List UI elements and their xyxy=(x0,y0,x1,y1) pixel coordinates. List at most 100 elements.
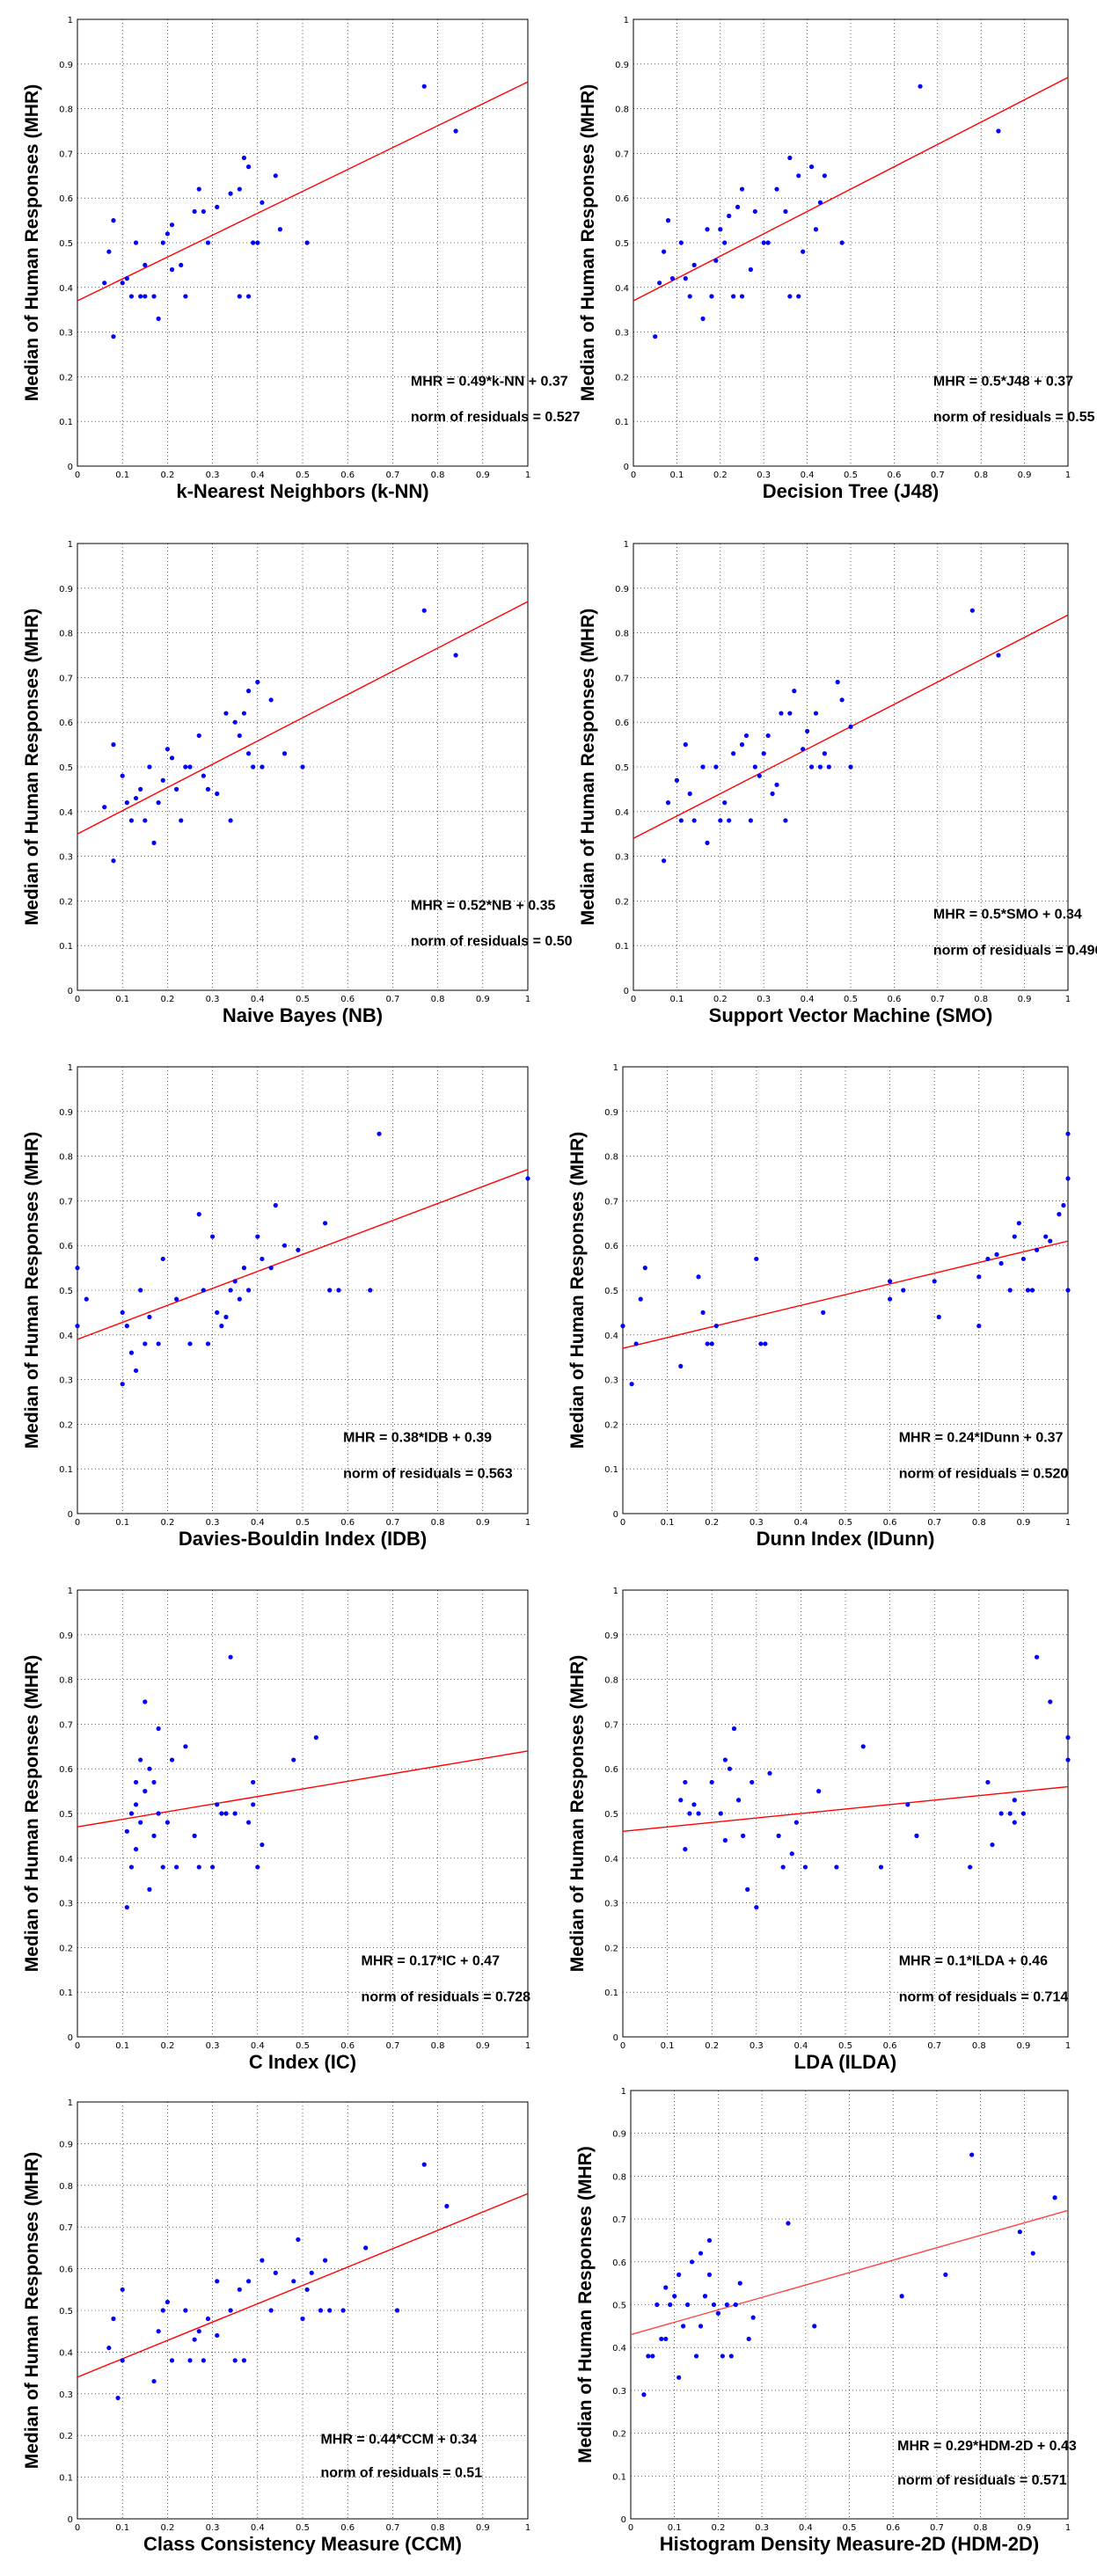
x-tick-label: 0.7 xyxy=(385,1518,399,1528)
data-point xyxy=(125,1829,129,1834)
data-point xyxy=(740,742,744,747)
x-tick-label: 0.4 xyxy=(251,471,265,480)
x-tick-label: 0 xyxy=(620,1518,625,1528)
data-point xyxy=(395,2308,399,2312)
data-point xyxy=(745,1887,750,1892)
data-point xyxy=(937,1315,941,1319)
y-tick-label: 0.7 xyxy=(615,150,629,159)
data-point xyxy=(732,1726,736,1731)
data-point xyxy=(129,1864,134,1869)
data-point xyxy=(111,858,115,863)
data-point xyxy=(1018,2229,1022,2234)
data-point xyxy=(134,1780,138,1784)
x-tick-label: 0.1 xyxy=(669,471,684,480)
data-point xyxy=(716,2311,720,2316)
x-tick-label: 0.8 xyxy=(974,2523,988,2533)
x-tick-label: 0.4 xyxy=(251,995,265,1004)
x-tick-label: 1 xyxy=(525,995,530,1004)
data-point xyxy=(260,201,264,205)
data-point xyxy=(157,1726,161,1731)
data-point xyxy=(758,1341,763,1346)
x-axis-label: k-Nearest Neighbors (k-NN) xyxy=(176,480,428,502)
y-tick-label: 0.3 xyxy=(615,329,629,339)
data-point xyxy=(201,774,206,778)
x-axis-label: Dunn Index (IDunn) xyxy=(757,1528,935,1550)
regression-equation: MHR = 0.17*IC + 0.47 xyxy=(362,1954,501,1969)
y-tick-label: 0 xyxy=(68,2033,73,2043)
data-point xyxy=(787,711,792,715)
x-tick-label: 0.1 xyxy=(115,2041,129,2051)
data-point xyxy=(246,2279,251,2283)
data-point xyxy=(900,2294,904,2298)
norm-of-residuals: norm of residuals = 0.714 xyxy=(899,1989,1069,2004)
data-point xyxy=(296,1248,300,1252)
x-tick-label: 0.6 xyxy=(340,471,355,480)
y-tick-label: 0.3 xyxy=(59,2390,73,2400)
data-point xyxy=(223,1315,228,1319)
data-point xyxy=(206,240,210,244)
data-point xyxy=(736,1798,741,1802)
y-tick-label: 0.6 xyxy=(612,2259,626,2268)
data-point xyxy=(763,1341,767,1346)
x-tick-label: 0.2 xyxy=(160,1518,174,1528)
x-tick-label: 0.1 xyxy=(115,1518,129,1528)
x-tick-label: 0.6 xyxy=(340,2041,355,2051)
y-tick-label: 0.2 xyxy=(59,2432,73,2441)
y-tick-label: 0.4 xyxy=(604,1332,618,1341)
x-tick-label: 0.5 xyxy=(296,2041,310,2051)
x-tick-label: 0.6 xyxy=(886,2523,900,2533)
y-tick-label: 0.1 xyxy=(604,1989,618,1998)
y-tick-label: 0.8 xyxy=(615,630,629,639)
data-point xyxy=(999,1811,1004,1815)
data-point xyxy=(228,2308,232,2312)
data-point xyxy=(129,818,134,822)
data-point xyxy=(125,1905,129,1909)
data-point xyxy=(753,209,757,214)
x-tick-label: 0.5 xyxy=(844,471,858,480)
y-tick-label: 1 xyxy=(68,540,73,550)
data-point xyxy=(143,1789,147,1793)
y-tick-label: 0.7 xyxy=(612,2215,626,2225)
data-point xyxy=(754,1905,758,1909)
data-point xyxy=(801,747,805,751)
y-axis-label: Median of Human Responses (MHR) xyxy=(22,609,42,926)
data-point xyxy=(646,2353,650,2358)
data-point xyxy=(165,2300,170,2304)
data-point xyxy=(714,1324,719,1328)
data-point xyxy=(655,2302,659,2307)
data-point xyxy=(774,783,779,787)
y-tick-label: 0.1 xyxy=(59,1989,73,1998)
data-point xyxy=(1065,1735,1070,1740)
data-point xyxy=(692,263,697,267)
data-point xyxy=(754,1257,758,1261)
data-point xyxy=(823,173,827,178)
data-point xyxy=(183,1744,187,1748)
y-tick-label: 0.4 xyxy=(612,2344,626,2353)
data-point xyxy=(809,164,814,169)
data-point xyxy=(710,1341,714,1346)
data-point xyxy=(905,1802,910,1806)
panel-hdm-2d: 000.10.10.20.20.30.30.40.40.50.50.60.60.… xyxy=(575,2087,1077,2555)
data-point xyxy=(170,1757,174,1762)
y-tick-label: 0.8 xyxy=(615,106,629,115)
x-tick-label: 0.7 xyxy=(927,1518,941,1528)
y-tick-label: 0.5 xyxy=(59,2307,73,2317)
x-tick-label: 0.4 xyxy=(251,2523,265,2533)
y-tick-label: 0.2 xyxy=(59,1944,73,1953)
y-tick-label: 0.9 xyxy=(615,585,629,595)
data-point xyxy=(197,2329,201,2333)
data-point xyxy=(129,1811,134,1815)
data-point xyxy=(809,764,814,769)
figure-grid: 0 0 0.1 0.1 0.2 0.2 0.3 0.3 0.4 0.4 0.5 0.5 0.6 0.6 0.… xyxy=(0,0,1097,2576)
data-point xyxy=(161,240,165,244)
data-point xyxy=(888,1279,892,1283)
x-axis-label: Support Vector Machine (SMO) xyxy=(709,1004,993,1026)
data-point xyxy=(1052,2195,1057,2200)
data-point xyxy=(187,2358,192,2362)
x-tick-label: 0.4 xyxy=(251,2041,265,2051)
data-point xyxy=(121,2288,125,2292)
norm-of-residuals: norm of residuals = 0.50 xyxy=(411,934,573,949)
data-point xyxy=(134,796,138,800)
y-tick-label: 0.6 xyxy=(59,2266,73,2275)
y-tick-label: 0.9 xyxy=(612,2130,626,2140)
